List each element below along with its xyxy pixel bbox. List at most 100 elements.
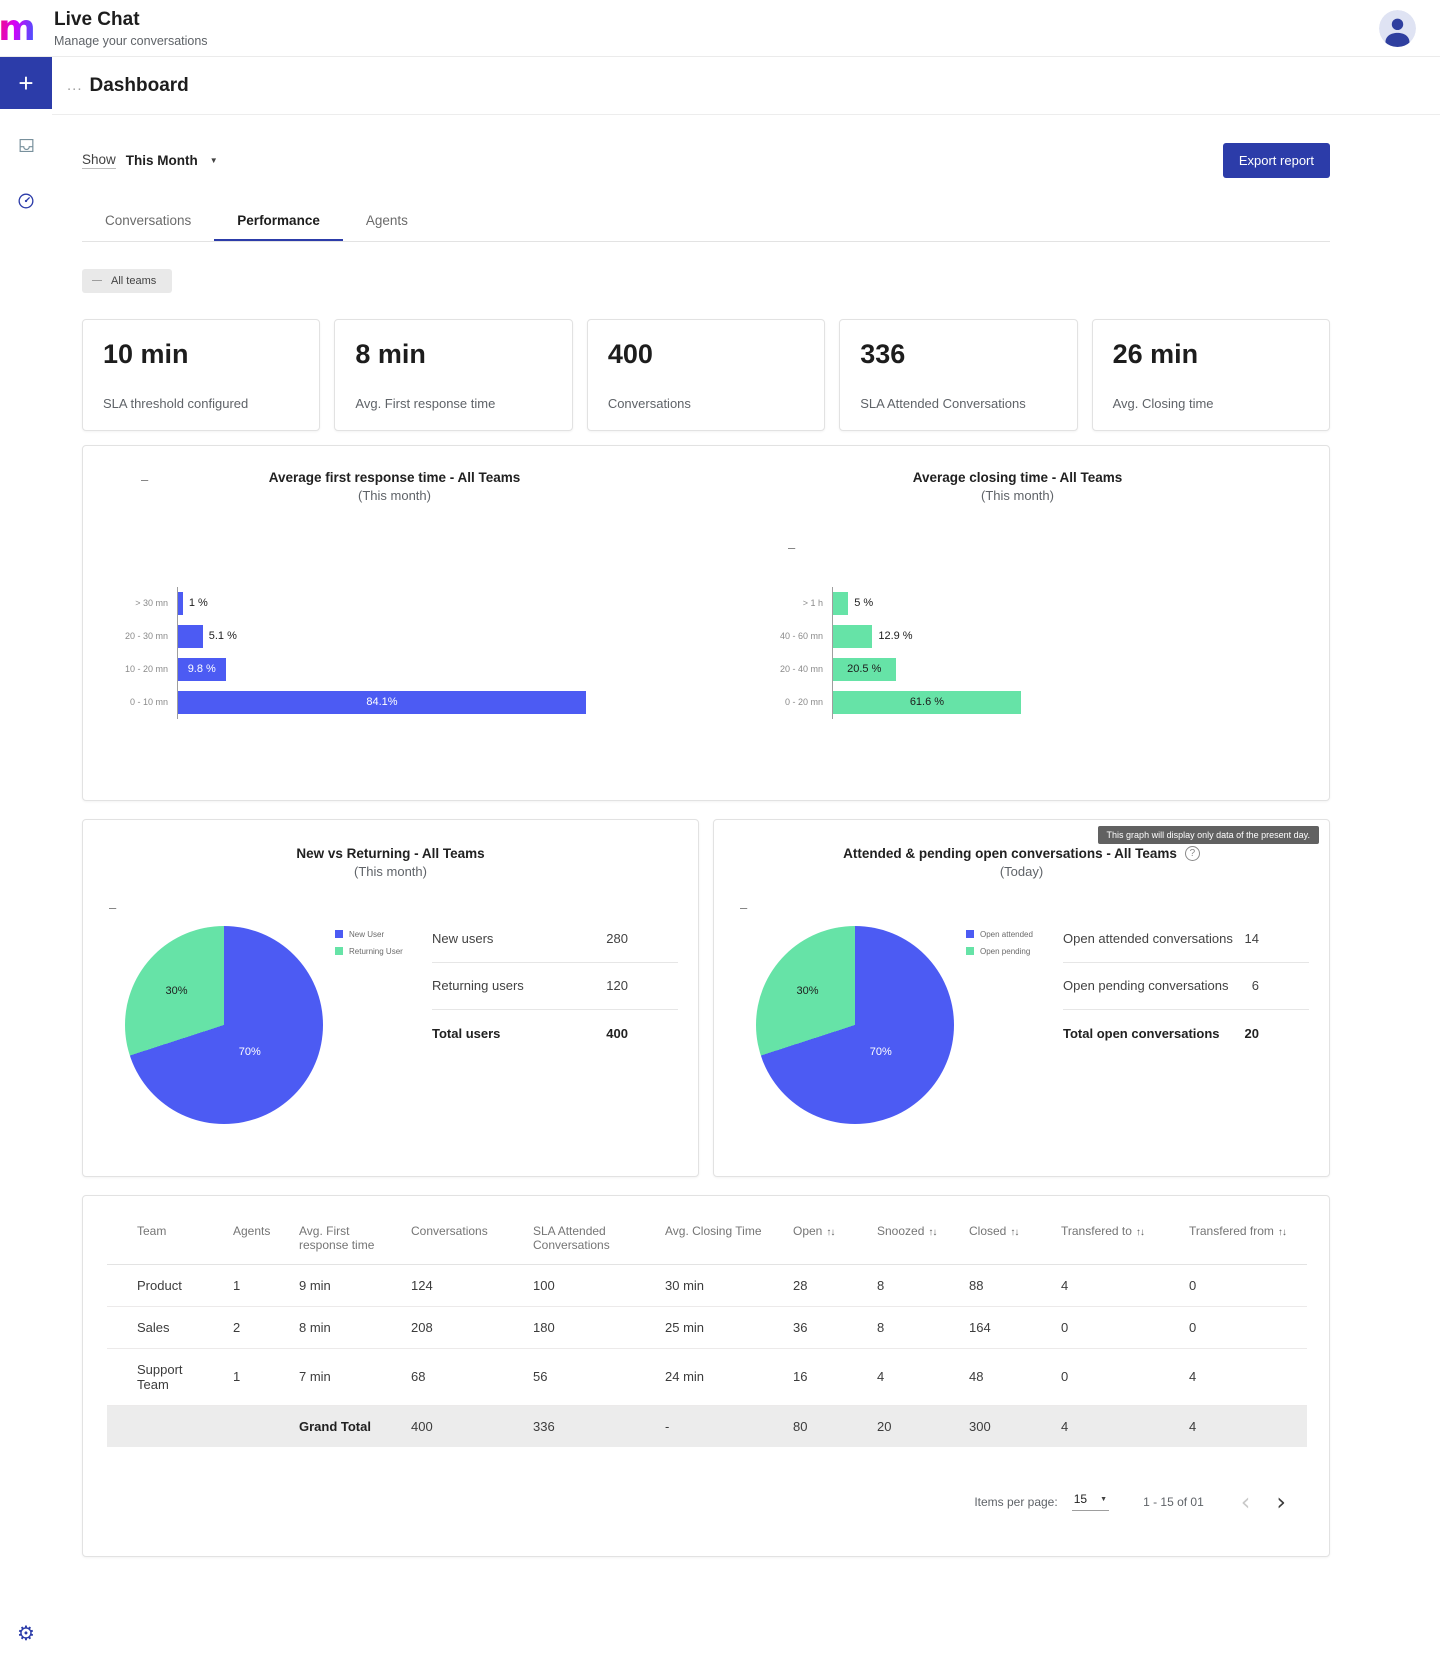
pie-chart: 70% 30% [125,925,323,1124]
settings-button[interactable]: ⚙ [0,1621,52,1646]
bar [833,591,849,615]
stat-card-conversations: 400 Conversations [586,318,826,431]
bar-category-label: 20 - 30 mn [124,631,168,641]
tab-agents[interactable]: Agents [365,213,408,228]
bar-value-label: 5.1 % [208,630,237,642]
teams-table: Team Agents Avg. First response time Con… [107,1209,1307,1447]
pie-slice-label: 30% [796,984,819,997]
tab-conversations[interactable]: Conversations [105,213,192,228]
bar-row: > 30 mn 1 % [117,586,706,620]
column-header-closed[interactable]: Closed ↑↓ [961,1209,1053,1265]
export-report-button[interactable]: Export report [1222,143,1330,178]
team-filter-chip[interactable]: All teams [82,268,173,293]
chart-subtitle: (This month) [981,487,1054,503]
legend-label: New User [349,929,385,939]
chart-legend: New User Returning User [335,930,403,964]
column-header-avg-closing: Avg. Closing Time [657,1209,785,1265]
next-page-button[interactable]: › [1276,1487,1286,1516]
table-header-row: Team Agents Avg. First response time Con… [107,1209,1307,1265]
legend-swatch [966,947,974,955]
bar-row: 20 - 30 mn 5.1 % [117,619,706,653]
chart-dash: – [109,899,117,915]
column-header-conversations: Conversations [403,1209,525,1265]
column-header-avg-first-response: Avg. First response time [291,1209,403,1265]
bar-charts-card: Average first response time - All Teams … [82,444,1330,801]
pie-stats: Open attended conversations 14 Open pend… [1063,916,1309,1057]
stat-card-sla-threshold: 10 min SLA threshold configured [82,318,321,431]
legend-label: Open attended [980,929,1033,939]
show-label: Show [82,152,116,169]
legend-swatch [335,930,343,938]
legend-item[interactable]: Open pending [966,947,1033,956]
pie-stat-label: Open pending conversations [1063,978,1229,993]
sort-icon[interactable]: ↑↓ [826,1226,835,1238]
column-header-agents: Agents [225,1209,291,1265]
sort-icon[interactable]: ↑↓ [1135,1226,1145,1238]
bar-value-label: 61.6 % [909,695,945,708]
chart-subtitle: (This month) [358,487,431,503]
chart-subtitle: (Today) [999,863,1044,879]
stat-value: 336 [860,338,906,369]
sort-icon[interactable]: ↑↓ [1277,1226,1287,1238]
stat-card-sla-attended: 336 SLA Attended Conversations [839,318,1078,431]
sort-icon[interactable]: ↑↓ [928,1226,937,1238]
pie-stat-value: 20 [1244,1025,1259,1041]
tab-performance[interactable]: Performance [214,202,343,241]
chart-dash: – [141,471,149,487]
stat-card-closing-time: 26 min Avg. Closing time [1091,318,1331,431]
bar-category-label: 10 - 20 mn [124,664,168,674]
sidebar-item-dashboard[interactable] [0,181,52,221]
column-header-open[interactable]: Open ↑↓ [785,1209,869,1265]
column-header-transfered-from[interactable]: Transfered from ↑↓ [1181,1209,1307,1265]
bar [178,624,203,648]
bar: 9.8 % [178,657,226,681]
legend-item[interactable]: New User [335,930,403,939]
legend-item[interactable]: Returning User [335,947,403,956]
inbox-icon [19,138,33,152]
sidebar: + ⚙ [0,57,52,1660]
stat-card-first-response: 8 min Avg. First response time [334,318,573,431]
pie-stat-row: New users 280 [432,916,678,963]
pie-stat-value: 400 [606,1025,628,1041]
column-header-snoozed[interactable]: Snoozed ↑↓ [869,1209,961,1265]
bar-row: 10 - 20 mn 9.8 % [117,652,706,686]
pie-stat-row: Open attended conversations 14 [1063,916,1309,963]
legend-item[interactable]: Open attended [966,930,1033,939]
previous-page-button[interactable]: ‹ [1240,1487,1251,1516]
chart-first-response-time: Average first response time - All Teams … [83,470,706,800]
bar-category-label: > 30 mn [135,598,168,608]
help-icon[interactable]: ? [1184,845,1200,861]
pagination-range: 1 - 15 of 01 [1143,1494,1204,1509]
toolbar: Show This Month ▼ Export report [82,143,1330,178]
app-header: m Live Chat Manage your conversations [0,0,1440,57]
user-avatar[interactable] [1379,10,1416,47]
bar-value-label: 5 % [854,597,874,609]
stat-label: SLA Attended Conversations [860,395,1026,411]
pie-stat-value: 120 [606,978,628,993]
breadcrumb-ellipsis[interactable]: ... [67,77,83,94]
column-header-team: Team [107,1209,225,1265]
legend-swatch [966,930,974,938]
sort-icon[interactable]: ↑↓ [1010,1226,1019,1238]
stat-value: 8 min [355,338,426,369]
legend-swatch [335,947,343,955]
tab-bar: Conversations Performance Agents [82,202,1330,242]
sidebar-item-inbox[interactable] [0,125,52,165]
items-per-page-select[interactable]: 15 ▼ [1071,1492,1110,1511]
bar-value-label: 1 % [188,597,208,609]
stat-label: Avg. Closing time [1112,395,1214,411]
column-header-transfered-to[interactable]: Transfered to ↑↓ [1053,1209,1181,1265]
bar-category-label: 0 - 10 mn [129,697,168,707]
pie-stat-value: 280 [606,931,628,946]
team-filter-label: All teams [111,274,157,287]
gear-icon: ⚙ [17,1623,35,1645]
period-value: This Month [125,153,198,168]
stats-row: 10 min SLA threshold configured 8 min Av… [82,318,1331,431]
items-per-page-label: Items per page: [974,1494,1058,1509]
pie-stat-label: Open attended conversations [1063,931,1233,946]
chart-tooltip: This graph will display only data of the… [1097,825,1319,844]
bar-category-label: 0 - 20 mn [784,697,823,707]
period-select[interactable]: This Month ▼ [126,153,218,168]
new-conversation-button[interactable]: + [0,57,52,109]
